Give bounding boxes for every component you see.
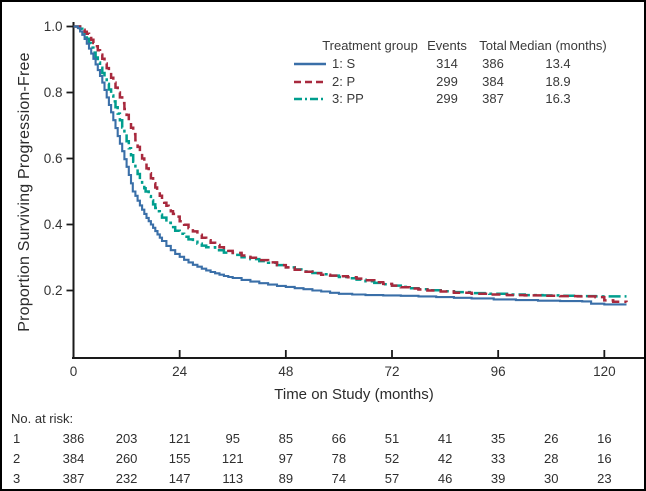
legend-events-value-1: 314 <box>436 56 458 71</box>
x-tick-label: 24 <box>172 364 188 379</box>
y-tick-label: 0.4 <box>44 217 63 232</box>
survival-curve-1-s <box>73 25 627 306</box>
legend-events-value-2: 299 <box>436 73 458 89</box>
y-tick-label: 0.8 <box>44 85 63 100</box>
x-tick-label: 120 <box>593 364 616 379</box>
risk-count: 387 <box>62 471 85 486</box>
risk-count: 232 <box>115 471 138 486</box>
risk-count: 85 <box>278 431 294 446</box>
x-tick-label: 0 <box>70 364 78 379</box>
risk-count: 95 <box>225 431 240 446</box>
risk-count: 260 <box>115 451 138 466</box>
legend-header-treatment-group: Treatment group <box>322 38 418 53</box>
risk-group-label-1: 1 <box>13 431 21 446</box>
legend-line-sample-3 <box>294 97 326 101</box>
risk-count: 147 <box>168 471 191 486</box>
legend-total-value-1: 386 <box>482 56 504 71</box>
risk-count: 97 <box>278 451 294 466</box>
risk-group-label-3: 3 <box>13 471 21 486</box>
y-tick-label: 0.2 <box>44 283 63 298</box>
x-tick-label: 96 <box>491 364 506 379</box>
number-at-risk-label: No. at risk: <box>11 411 74 426</box>
risk-count: 78 <box>331 451 347 466</box>
risk-count: 33 <box>490 451 506 466</box>
legend-group-name-3: 3: PP <box>332 91 364 106</box>
risk-count: 57 <box>384 471 400 486</box>
risk-count: 121 <box>168 431 191 446</box>
legend-total-value-2: 384 <box>482 73 504 89</box>
legend: Treatment group Events Total Median (mon… <box>2 2 644 122</box>
legend-events-value-3: 299 <box>436 91 458 106</box>
legend-median-value-3: 16.3 <box>545 91 571 106</box>
legend-median-value-1: 13.4 <box>545 56 571 71</box>
risk-count: 52 <box>384 451 400 466</box>
risk-count: 386 <box>62 431 85 446</box>
risk-count: 23 <box>597 471 612 486</box>
risk-count: 384 <box>62 451 85 466</box>
legend-line-sample-1 <box>294 62 326 66</box>
risk-count: 30 <box>544 471 559 486</box>
y-tick-label: 1.0 <box>44 19 63 34</box>
risk-count: 51 <box>384 431 400 446</box>
x-tick-label: 48 <box>278 364 293 379</box>
legend-header-events: Events <box>427 38 467 53</box>
risk-count: 28 <box>544 451 559 466</box>
risk-count: 35 <box>490 431 506 446</box>
legend-group-name-2: 2: P <box>332 73 356 89</box>
survival-curve-2-p <box>73 25 628 303</box>
risk-count: 39 <box>490 471 506 486</box>
risk-count: 155 <box>168 451 191 466</box>
legend-group-name-1: 1: S <box>332 56 356 71</box>
risk-count: 203 <box>115 431 138 446</box>
legend-header-total: Total <box>479 38 507 53</box>
legend-header-median: Median (months) <box>509 38 607 53</box>
risk-count: 26 <box>544 431 559 446</box>
risk-count: 113 <box>222 471 244 486</box>
legend-median-value-2: 18.9 <box>545 73 571 89</box>
survival-curve-3-pp <box>73 25 627 298</box>
risk-count: 42 <box>437 451 453 466</box>
risk-count: 46 <box>437 471 453 486</box>
risk-count: 16 <box>597 451 612 466</box>
legend-line-sample-2 <box>294 80 326 83</box>
risk-count: 16 <box>597 431 612 446</box>
risk-count: 121 <box>221 451 244 466</box>
risk-count: 66 <box>331 431 347 446</box>
risk-count: 89 <box>278 471 294 486</box>
y-tick-label: 0.6 <box>44 151 63 166</box>
x-axis-title: Time on Study (months) <box>274 386 434 403</box>
risk-count: 74 <box>331 471 347 486</box>
risk-group-label-2: 2 <box>13 451 21 466</box>
risk-count: 41 <box>437 431 453 446</box>
legend-total-value-3: 387 <box>482 91 504 106</box>
x-tick-label: 72 <box>384 364 399 379</box>
